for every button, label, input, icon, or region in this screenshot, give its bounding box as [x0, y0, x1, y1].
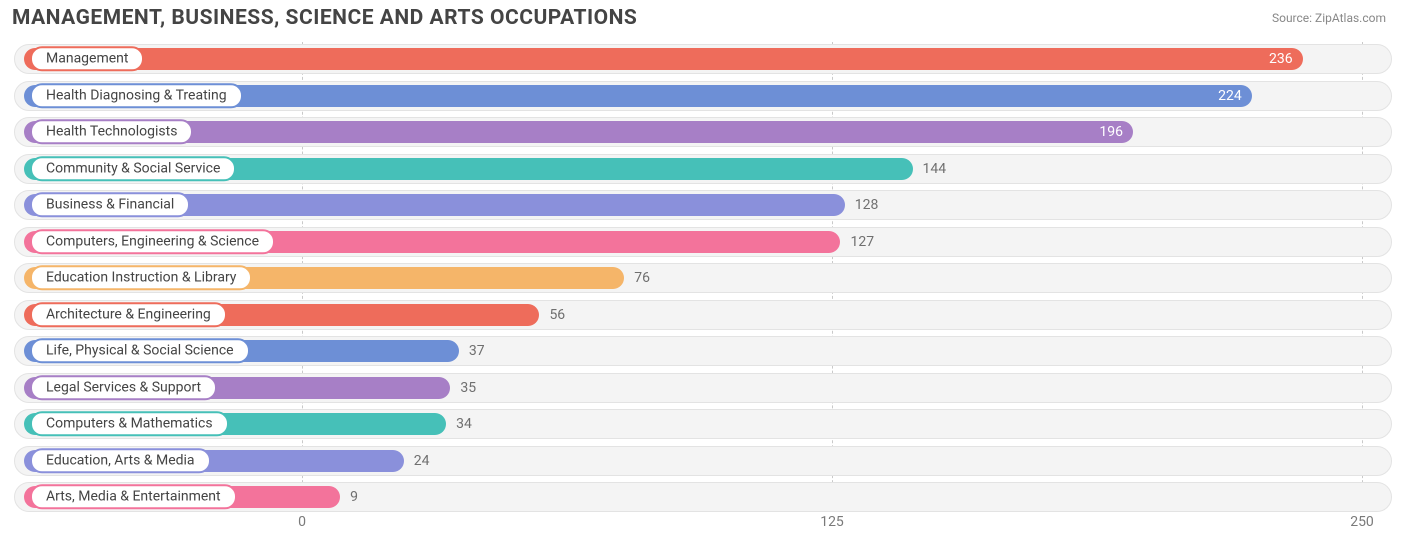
bar-row: Computers & Mathematics 34 [14, 407, 1392, 441]
category-label: Business & Financial [30, 192, 190, 217]
chart-title: MANAGEMENT, BUSINESS, SCIENCE AND ARTS O… [12, 6, 637, 30]
bar-row: Computers, Engineering & Science 127 [14, 225, 1392, 259]
chart-header: MANAGEMENT, BUSINESS, SCIENCE AND ARTS O… [0, 0, 1406, 36]
value-label: 37 [469, 343, 485, 359]
bar-row: Arts, Media & Entertainment 9 [14, 480, 1392, 514]
value-label: 127 [850, 234, 874, 250]
bar-row: Legal Services & Support 35 [14, 371, 1392, 405]
category-label: Health Technologists [30, 119, 193, 144]
category-label: Computers, Engineering & Science [30, 229, 275, 254]
category-label: Education, Arts & Media [30, 448, 211, 473]
chart-area: 0 125 250 Management 236 Health Diagnosing & … [0, 36, 1406, 532]
category-label: Life, Physical & Social Science [30, 338, 250, 363]
x-axis-tick-label: 0 [298, 514, 306, 530]
bar-row: Community & Social Service 144 [14, 152, 1392, 186]
value-label: 196 [1099, 124, 1123, 140]
category-label: Community & Social Service [30, 156, 236, 181]
x-axis-tick-label: 125 [820, 514, 844, 530]
category-label: Management [30, 46, 144, 71]
bar-row: Education, Arts & Media 24 [14, 444, 1392, 478]
value-label: 224 [1218, 88, 1242, 104]
value-label: 144 [923, 161, 947, 177]
source-attribution: Source: ZipAtlas.com [1272, 11, 1386, 25]
value-label: 76 [634, 270, 650, 286]
category-label: Arts, Media & Entertainment [30, 484, 237, 509]
value-label: 24 [414, 453, 430, 469]
value-label: 9 [350, 489, 358, 505]
chart-plot: 0 125 250 Management 236 Health Diagnosing & … [14, 42, 1392, 532]
bar [24, 48, 1303, 70]
bar-row: Education Instruction & Library 76 [14, 261, 1392, 295]
category-label: Legal Services & Support [30, 375, 217, 400]
source-site: ZipAtlas.com [1315, 11, 1386, 25]
value-label: 56 [549, 307, 565, 323]
value-label: 128 [855, 197, 879, 213]
bar-row: Health Technologists 196 [14, 115, 1392, 149]
category-label: Education Instruction & Library [30, 265, 252, 290]
source-label: Source: [1272, 11, 1312, 25]
bar-row: Life, Physical & Social Science 37 [14, 334, 1392, 368]
category-label: Architecture & Engineering [30, 302, 227, 327]
category-label: Computers & Mathematics [30, 411, 229, 436]
value-label: 35 [460, 380, 476, 396]
value-label: 236 [1269, 51, 1293, 67]
bar-row: Management 236 [14, 42, 1392, 76]
bar-row: Business & Financial 128 [14, 188, 1392, 222]
bar-row: Architecture & Engineering 56 [14, 298, 1392, 332]
bar-row: Health Diagnosing & Treating 224 [14, 79, 1392, 113]
x-axis-tick-label: 250 [1350, 514, 1374, 530]
category-label: Health Diagnosing & Treating [30, 83, 243, 108]
value-label: 34 [456, 416, 472, 432]
